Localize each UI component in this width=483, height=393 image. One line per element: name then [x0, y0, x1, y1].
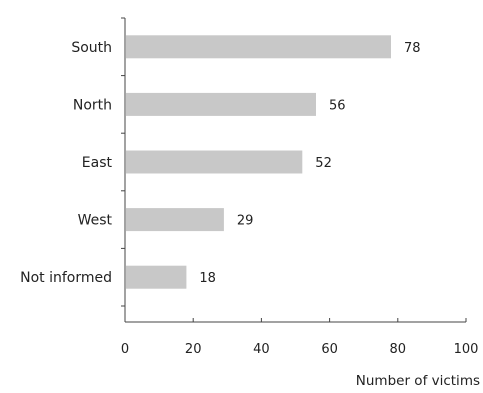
bar — [126, 35, 391, 59]
value-label: 56 — [329, 98, 346, 113]
x-tick-label: 100 — [454, 342, 479, 357]
value-label: 78 — [404, 41, 421, 56]
x-tick-label: 20 — [185, 342, 202, 357]
value-label: 18 — [199, 271, 216, 286]
bar — [126, 265, 187, 289]
x-tick-label: 0 — [121, 342, 129, 357]
bar — [126, 150, 303, 174]
x-tick-label: 80 — [390, 342, 407, 357]
value-label: 29 — [237, 214, 254, 229]
x-axis-title: Number of victims — [356, 373, 480, 389]
category-label: West — [78, 213, 113, 229]
bar — [126, 92, 316, 116]
x-tick-label: 60 — [321, 342, 338, 357]
labels-layer: South 78 North 56 East 52 West 29 Not informed 18… — [20, 40, 478, 357]
category-label: Not informed — [20, 270, 112, 286]
bar — [126, 208, 224, 232]
axes-layer — [121, 17, 467, 323]
value-label: 52 — [315, 156, 332, 171]
bars-layer — [126, 35, 391, 289]
category-label: North — [73, 97, 112, 113]
category-label: South — [71, 40, 112, 56]
x-tick-label: 40 — [253, 342, 270, 357]
category-label: East — [82, 155, 113, 171]
